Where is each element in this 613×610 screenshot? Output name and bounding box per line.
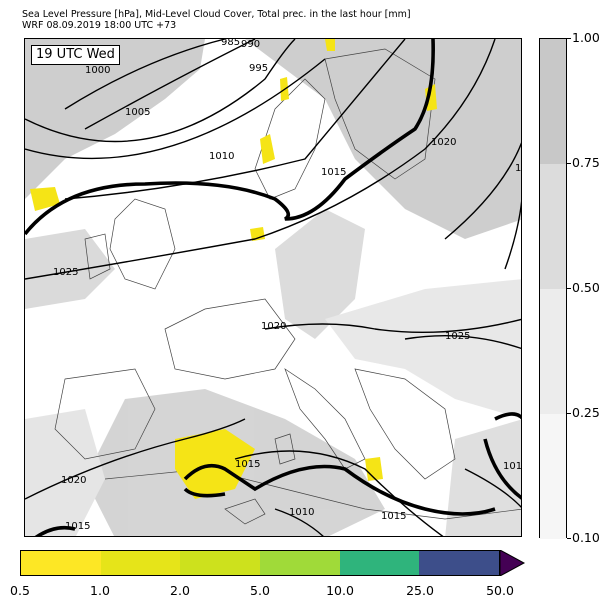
cloud-cover-colorbar-segment — [540, 39, 566, 164]
cloud-cover-colorbar-segment — [540, 164, 566, 289]
cloud-cover-colorbar — [539, 38, 567, 539]
precipitation-colorbar — [20, 550, 500, 576]
isobar-label: 1005 — [125, 107, 150, 118]
cloud-cover-tick-mark — [567, 538, 571, 539]
isobar-label: 1010 — [209, 151, 234, 162]
isobar-label: 1015 — [235, 459, 260, 470]
isobar-label: 1015 — [503, 461, 522, 472]
cloud-cover-colorbar-segment — [540, 289, 566, 414]
cloud-cover-tick-mark — [567, 413, 571, 414]
isobar-label: 1030 — [515, 163, 522, 174]
isobar-label: 1010 — [289, 507, 314, 518]
isobar-label: 1025 — [53, 267, 78, 278]
precipitation-colorbar-extend-arrow — [500, 550, 526, 576]
valid-time-label: 19 UTC Wed — [31, 45, 120, 65]
cloud-cover-tick-label: 0.50 — [572, 280, 600, 295]
cloud-cover-tick-label: 1.00 — [572, 30, 600, 45]
precipitation-tick-label: 2.0 — [170, 583, 190, 598]
front-lines — [25, 39, 521, 536]
precipitation-tick-label: 25.0 — [406, 583, 434, 598]
precipitation-colorbar-segment — [260, 551, 340, 575]
precipitation-tick-label: 0.5 — [10, 583, 30, 598]
cloud-cover-tick-label: 0.25 — [572, 405, 600, 420]
cloud-cover-tick-mark — [567, 38, 571, 39]
isobar-label: 1015 — [65, 521, 90, 532]
precipitation-colorbar-segment — [339, 551, 420, 575]
cloud-cover-tick-mark — [567, 163, 571, 164]
map-title: Sea Level Pressure [hPa], Mid-Level Clou… — [22, 9, 411, 20]
isobar-label: 1015 — [321, 167, 346, 178]
isobar-label: 990 — [241, 39, 260, 50]
cloud-cover-layer — [25, 39, 521, 536]
precipitation-colorbar-segment — [180, 551, 261, 575]
isobar-label: 1000 — [85, 65, 110, 76]
precipitation-colorbar-segment — [21, 551, 101, 575]
cloud-cover-tick-label: 0.10 — [572, 530, 600, 545]
isobar-label: 995 — [249, 63, 268, 74]
isobar-label: 1020 — [431, 137, 456, 148]
cloud-cover-tick-label: 0.75 — [572, 155, 600, 170]
precipitation-colorbar-segment — [419, 551, 500, 575]
isobar-label: 985 — [221, 39, 240, 48]
isobar-label: 1025 — [445, 331, 470, 342]
precipitation-tick-label: 5.0 — [250, 583, 270, 598]
isobar-label: 1020 — [61, 475, 86, 486]
precipitation-tick-label: 50.0 — [486, 583, 514, 598]
cloud-cover-tick-mark — [567, 288, 571, 289]
cloud-cover-colorbar-segment — [540, 414, 566, 539]
precipitation-colorbar-segment — [100, 551, 181, 575]
precipitation-tick-label: 1.0 — [90, 583, 110, 598]
precipitation-tick-label: 10.0 — [326, 583, 354, 598]
isobar-label: 1020 — [261, 321, 286, 332]
map-subtitle: WRF 08.09.2019 18:00 UTC +73 — [22, 20, 177, 31]
isobar-label: 1015 — [381, 511, 406, 522]
isobars — [25, 39, 521, 536]
